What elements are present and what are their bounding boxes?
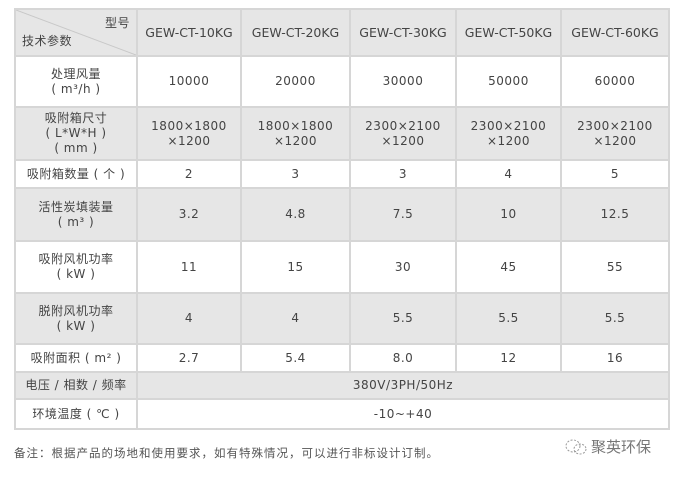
- value-line: ×1200: [273, 133, 318, 148]
- value-cell: 16: [560, 343, 670, 373]
- value-cell: 2: [136, 159, 242, 189]
- value-cell: 55: [560, 240, 670, 294]
- value-cell: 2300×2100 ×1200: [455, 106, 562, 161]
- value-line: 1800×1800: [151, 118, 227, 133]
- param-name-line: 脱附风机功率: [38, 303, 114, 318]
- value-cell: 4: [136, 292, 242, 345]
- value-line: ×1200: [593, 133, 637, 148]
- value-line: ×1200: [381, 133, 425, 148]
- table-row: 电压 / 相数 / 频率 380V/3PH/50Hz: [14, 371, 670, 400]
- param-name-cell: 脱附风机功率( kW ): [14, 292, 138, 345]
- model-label: 型号: [104, 16, 130, 30]
- table-row: 吸附风机功率( kW ) 11 15 30 45 55: [14, 240, 670, 294]
- value-line: 2300×2100: [470, 118, 547, 133]
- value-cell: 5: [560, 159, 670, 189]
- watermark-logo: 聚英环保: [565, 436, 651, 457]
- table-row: 环境温度 ( ℃ ) -10~+40: [14, 398, 670, 430]
- diagonal-divider: [16, 10, 136, 55]
- value-cell: 5.5: [349, 292, 457, 345]
- value-cell: 5.4: [240, 343, 351, 373]
- param-name-line: ( L*W*H ): [45, 126, 107, 140]
- param-label: 技术参数: [22, 34, 73, 48]
- param-name-cell: 电压 / 相数 / 频率: [14, 371, 138, 400]
- param-name-line: ( kW ): [56, 318, 96, 333]
- value-cell: 30: [349, 240, 457, 294]
- param-name-line: 吸附箱数量 ( 个 ): [26, 166, 126, 181]
- param-name-cell: 吸附箱尺寸( L*W*H )( mm ): [14, 106, 138, 161]
- param-name-cell: 处理风量( m³/h ): [14, 55, 138, 108]
- value-cell: 2300×2100 ×1200: [560, 106, 670, 161]
- value-cell: 3: [349, 159, 457, 189]
- value-cell: 12: [455, 343, 562, 373]
- value-cell: 20000: [240, 55, 351, 108]
- value-line: ×1200: [167, 133, 211, 148]
- value-cell: 4: [455, 159, 562, 189]
- table-row: 脱附风机功率( kW ) 4 4 5.5 5.5 5.5: [14, 292, 670, 345]
- wechat-icon: [565, 439, 587, 454]
- value-cell: 1800×1800 ×1200: [240, 106, 351, 161]
- merged-value-cell: -10~+40: [136, 398, 670, 430]
- model-header: GEW-CT-10KG: [136, 8, 242, 57]
- value-line: 2300×2100: [365, 118, 441, 133]
- param-name-line: ( m³ ): [57, 214, 95, 229]
- value-cell: 2300×2100 ×1200: [349, 106, 457, 161]
- value-cell: 8.0: [349, 343, 457, 373]
- value-cell: 30000: [349, 55, 457, 108]
- param-name-line: ( mm ): [54, 141, 98, 155]
- param-name-line: 处理风量: [50, 66, 101, 81]
- value-cell: 45: [455, 240, 562, 294]
- value-cell: 5.5: [560, 292, 670, 345]
- header-corner-cell: 型号 技术参数: [14, 8, 138, 57]
- value-cell: 1800×1800 ×1200: [136, 106, 242, 161]
- param-name-cell: 环境温度 ( ℃ ): [14, 398, 138, 430]
- table-row: 吸附箱数量 ( 个 ) 2 3 3 4 5: [14, 159, 670, 189]
- value-line: ×1200: [486, 133, 531, 148]
- table-row: 处理风量( m³/h ) 10000 20000 30000 50000 60000: [14, 55, 670, 108]
- value-line: 2300×2100: [577, 118, 653, 133]
- table-row: 吸附面积 ( m² ) 2.7 5.4 8.0 12 16: [14, 343, 670, 373]
- value-cell: 3: [240, 159, 351, 189]
- header-row: 型号 技术参数 GEW-CT-10KG GEW-CT-20KG GEW-CT-3…: [14, 8, 670, 57]
- spec-table: 型号 技术参数 GEW-CT-10KG GEW-CT-20KG GEW-CT-3…: [14, 8, 670, 430]
- value-line: 1800×1800: [257, 118, 334, 133]
- value-cell: 10: [455, 187, 562, 242]
- param-name-line: ( kW ): [56, 267, 96, 281]
- param-name-line: 环境温度 ( ℃ ): [32, 406, 120, 421]
- value-cell: 7.5: [349, 187, 457, 242]
- value-cell: 12.5: [560, 187, 670, 242]
- value-cell: 5.5: [455, 292, 562, 345]
- value-cell: 4.8: [240, 187, 351, 242]
- param-name-line: 吸附箱尺寸: [44, 111, 108, 125]
- param-name-cell: 吸附面积 ( m² ): [14, 343, 138, 373]
- param-name-cell: 吸附风机功率( kW ): [14, 240, 138, 294]
- param-name-line: 吸附面积 ( m² ): [30, 350, 122, 365]
- param-name-cell: 吸附箱数量 ( 个 ): [14, 159, 138, 189]
- footnote: 备注：根据产品的场地和使用要求，如有特殊情况，可以进行非标设计订制。: [14, 446, 439, 460]
- value-cell: 50000: [455, 55, 562, 108]
- value-cell: 10000: [136, 55, 242, 108]
- value-cell: 11: [136, 240, 242, 294]
- param-name-line: 活性炭填装量: [38, 199, 114, 214]
- value-cell: 2.7: [136, 343, 242, 373]
- model-header: GEW-CT-30KG: [349, 8, 457, 57]
- model-header: GEW-CT-60KG: [560, 8, 670, 57]
- merged-value-cell: 380V/3PH/50Hz: [136, 371, 670, 400]
- param-name-line: ( m³/h ): [51, 81, 101, 96]
- table-row: 活性炭填装量( m³ ) 3.2 4.8 7.5 10 12.5: [14, 187, 670, 242]
- model-header: GEW-CT-20KG: [240, 8, 351, 57]
- value-cell: 15: [240, 240, 351, 294]
- param-name-line: 电压 / 相数 / 频率: [25, 378, 127, 392]
- value-cell: 4: [240, 292, 351, 345]
- value-cell: 60000: [560, 55, 670, 108]
- param-name-line: 吸附风机功率: [38, 252, 114, 266]
- param-name-cell: 活性炭填装量( m³ ): [14, 187, 138, 242]
- model-header: GEW-CT-50KG: [455, 8, 562, 57]
- value-cell: 3.2: [136, 187, 242, 242]
- watermark-text: 聚英环保: [591, 438, 652, 456]
- table-row: 吸附箱尺寸( L*W*H )( mm ) 1800×1800 ×1200 1800×1…: [14, 106, 670, 161]
